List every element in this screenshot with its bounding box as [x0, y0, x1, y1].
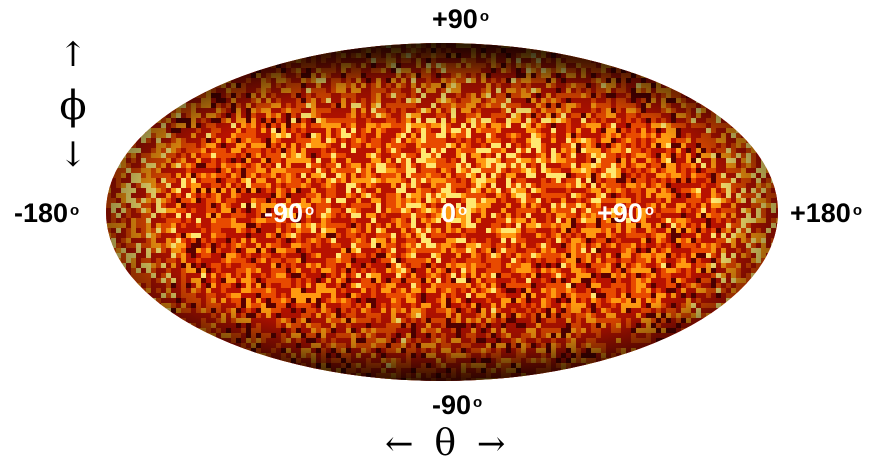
noise-cell — [761, 153, 767, 159]
noise-cell — [706, 103, 712, 109]
noise-cell — [691, 93, 697, 99]
noise-cell — [776, 178, 778, 184]
noise-cell — [106, 178, 112, 184]
noise-cell — [746, 133, 752, 139]
noise-cell — [671, 83, 677, 89]
noise-cell — [776, 253, 778, 259]
noise-cell — [761, 148, 767, 154]
noise-cell — [756, 148, 762, 154]
noise-cell — [736, 123, 742, 129]
noise-cell — [111, 258, 117, 264]
noise-cell — [771, 248, 777, 254]
noise-cell — [776, 173, 778, 179]
noise-cell — [701, 98, 707, 104]
noise-cell — [681, 88, 687, 94]
noise-cell — [771, 168, 777, 174]
noise-cell — [776, 193, 778, 199]
noise-cell — [771, 173, 777, 179]
noise-cell — [111, 253, 117, 259]
noise-cell — [646, 73, 652, 79]
noise-cell — [741, 128, 747, 134]
noise-cell — [756, 143, 762, 149]
noise-cell — [751, 138, 757, 144]
noise-cell — [776, 228, 778, 234]
noise-cell — [771, 253, 777, 259]
noise-cell — [776, 238, 778, 244]
noise-cell — [721, 113, 727, 119]
noise-cell — [776, 243, 778, 249]
noise-cell — [106, 248, 112, 254]
noise-cell — [731, 118, 737, 124]
noise-cell — [776, 233, 778, 239]
noise-cell — [716, 108, 722, 114]
noise-cell — [776, 248, 778, 254]
noise-cell — [766, 158, 772, 164]
noise-cell — [106, 243, 112, 249]
noise-cell — [776, 183, 778, 189]
noise-cell — [776, 188, 778, 194]
noise-cell — [766, 163, 772, 169]
map-surface — [106, 43, 778, 381]
noise-cell — [771, 163, 777, 169]
